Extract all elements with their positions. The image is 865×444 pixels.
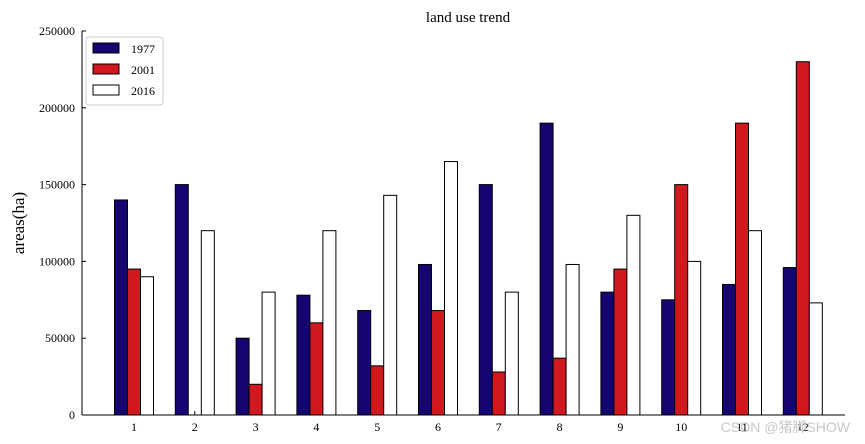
bar-1977 xyxy=(357,310,372,416)
bar-2016 xyxy=(626,214,641,416)
bar-1977 xyxy=(722,283,736,416)
bar-1977 xyxy=(418,263,432,416)
bar-1977 xyxy=(600,291,615,416)
legend-items: 1977 2001 2016 xyxy=(92,42,155,98)
x-tick-label: 11 xyxy=(736,420,748,434)
x-tick-label: 12 xyxy=(797,420,809,434)
y-tick-label: 200000 xyxy=(39,101,75,115)
y-tick-label: 100000 xyxy=(39,254,75,268)
legend-swatch-1977 xyxy=(92,42,120,54)
bar-2001 xyxy=(795,61,810,416)
bar-2016 xyxy=(140,276,154,416)
bar-1977 xyxy=(114,199,128,416)
legend-swatch-2016 xyxy=(92,84,120,96)
bar-2001 xyxy=(370,365,385,416)
bar-2016 xyxy=(261,291,276,416)
bar-1977 xyxy=(235,337,250,416)
x-tick-label: 8 xyxy=(557,420,563,434)
bar-2016 xyxy=(687,260,702,416)
bar-series-group xyxy=(114,61,823,416)
legend-label-2001: 2001 xyxy=(131,63,155,77)
y-axis: 0 50000 100000 150000 200000 250000 xyxy=(39,24,86,422)
bar-2001 xyxy=(674,184,689,416)
legend: 1977 2001 2016 xyxy=(85,36,164,106)
bar-2016 xyxy=(504,291,519,416)
x-tick-label: 3 xyxy=(253,420,259,434)
bar-2001 xyxy=(613,268,628,416)
x-tick-label: 4 xyxy=(313,420,319,434)
bar-2016 xyxy=(808,302,823,416)
bar-1977 xyxy=(478,184,493,416)
y-tick-label: 250000 xyxy=(39,24,75,38)
bar-2001 xyxy=(552,357,567,416)
bar-1977 xyxy=(174,184,189,416)
bar-2001 xyxy=(127,268,141,416)
x-tick-label: 2 xyxy=(192,420,198,434)
x-tick-label: 9 xyxy=(617,420,623,434)
y-tick-label: 0 xyxy=(69,408,75,422)
bar-2001 xyxy=(431,310,445,416)
bar-2016 xyxy=(444,161,458,416)
bar-1977 xyxy=(782,267,797,416)
bar-1977 xyxy=(661,299,676,416)
bar-2016 xyxy=(200,230,215,416)
bar-2016 xyxy=(748,230,762,416)
bar-2001 xyxy=(309,322,324,416)
chart-title: land use trend xyxy=(426,10,511,26)
bar-2016 xyxy=(383,194,398,416)
bar-2001 xyxy=(491,371,506,416)
legend-swatch-2001 xyxy=(92,63,120,75)
x-tick-label: 1 xyxy=(131,420,137,434)
bar-1977 xyxy=(296,294,311,416)
bar-2016 xyxy=(322,230,337,416)
legend-label-1977: 1977 xyxy=(131,42,155,56)
y-tick-label: 50000 xyxy=(45,331,75,345)
x-tick-label: 10 xyxy=(675,420,687,434)
bar-2016 xyxy=(565,263,580,416)
x-tick-label: 7 xyxy=(496,420,502,434)
y-tick-label: 150000 xyxy=(39,178,75,192)
legend-label-2016: 2016 xyxy=(131,84,155,98)
y-axis-label: areas(ha) xyxy=(9,192,28,254)
x-tick-label: 6 xyxy=(435,420,441,434)
bar-2001 xyxy=(248,383,263,416)
watermark-text: CSDN @猪脚SHOW xyxy=(721,419,851,435)
bar-2001 xyxy=(735,122,749,416)
x-tick-label: 5 xyxy=(374,420,380,434)
bar-1977 xyxy=(539,122,554,416)
